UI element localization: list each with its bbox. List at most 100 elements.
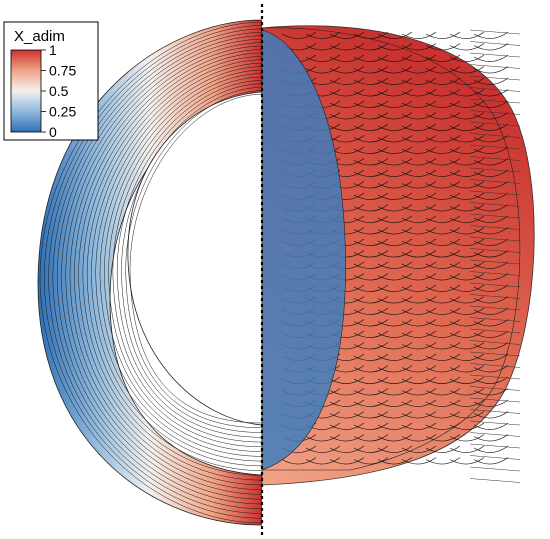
blade-line	[401, 169, 437, 177]
shell-grid-line	[469, 167, 521, 173]
contour-line	[95, 66, 262, 462]
shell-inner-rim	[261, 27, 521, 471]
shell-grid-line	[469, 190, 521, 196]
blade-line	[425, 342, 461, 350]
blade-line	[473, 365, 509, 373]
blade-line	[329, 54, 365, 62]
blade-line	[353, 342, 389, 350]
blade-line	[425, 31, 461, 39]
blade-line	[449, 112, 485, 120]
blade-line	[353, 388, 389, 396]
blade-line	[449, 319, 485, 327]
blade-line	[353, 227, 389, 235]
blade-line	[401, 112, 437, 120]
blade-line	[473, 204, 509, 212]
blade-line	[401, 457, 437, 465]
blade-line	[377, 123, 413, 131]
blade-line	[449, 376, 485, 384]
blade-line	[473, 376, 509, 384]
blade-line	[377, 77, 413, 85]
blade-line	[353, 330, 389, 338]
blade-line	[377, 158, 413, 166]
blade-line	[401, 342, 437, 350]
blade-line	[377, 31, 413, 39]
shell-grid-line	[469, 64, 521, 69]
blade-line	[425, 353, 461, 361]
blade-line	[401, 181, 437, 189]
blade-line	[401, 307, 437, 315]
blade-line	[401, 54, 437, 62]
blade-line	[401, 66, 437, 74]
blade-line	[449, 66, 485, 74]
blade-line	[329, 123, 365, 131]
blade-line	[401, 434, 437, 442]
blade-line	[401, 388, 437, 396]
contour-line	[74, 49, 262, 486]
blade-line	[425, 66, 461, 74]
blade-line	[329, 43, 365, 51]
blade-line	[401, 192, 437, 200]
blade-line	[449, 238, 485, 246]
contour-line	[39, 21, 262, 524]
contour-line	[129, 93, 262, 424]
blade-line	[473, 250, 509, 258]
blade-line	[449, 43, 485, 51]
blade-line	[353, 250, 389, 258]
blade-line	[353, 112, 389, 120]
blade-line	[377, 135, 413, 143]
blade-line	[449, 135, 485, 143]
blade-line	[425, 43, 461, 51]
blade-line	[401, 77, 437, 85]
blade-line	[473, 192, 509, 200]
blade-line	[473, 112, 509, 120]
legend-tick-label: 0.25	[49, 104, 76, 120]
blade-line	[425, 89, 461, 97]
shell-grid-line	[469, 156, 521, 161]
blade-line	[377, 181, 413, 189]
contour-line	[104, 73, 262, 452]
blade-line	[401, 204, 437, 212]
blade-line	[425, 215, 461, 223]
blade-line	[449, 388, 485, 396]
blade-line	[473, 31, 509, 39]
blade-line	[401, 273, 437, 281]
blade-line	[377, 434, 413, 442]
blade-line	[353, 100, 389, 108]
colorbar	[10, 49, 42, 133]
blade-line	[353, 307, 389, 315]
blade-line	[377, 66, 413, 74]
blade-line	[449, 123, 485, 131]
blade-line	[377, 376, 413, 384]
blade-line	[473, 434, 509, 442]
shell-grid-line	[469, 466, 521, 472]
blade-line	[377, 146, 413, 154]
blade-line	[425, 376, 461, 384]
blade-line	[281, 457, 317, 465]
blade-line	[377, 388, 413, 396]
blade-line	[329, 376, 365, 384]
shell-grid-line	[469, 41, 521, 46]
blade-line	[449, 330, 485, 338]
shell-grid-line	[469, 317, 521, 322]
blade-line	[425, 411, 461, 419]
shell-grid-line	[469, 374, 521, 380]
blade-line	[473, 158, 509, 166]
blade-line	[473, 135, 509, 143]
shell-grid-line	[469, 340, 521, 345]
blade-line	[449, 181, 485, 189]
blade-line	[473, 66, 509, 74]
contour-line	[116, 83, 262, 438]
shell-grid-line	[469, 121, 521, 127]
blade-line	[449, 158, 485, 166]
blade-line	[473, 261, 509, 269]
blade-line	[425, 238, 461, 246]
contour-line	[44, 25, 262, 519]
blade-line	[449, 54, 485, 62]
blade-line	[473, 411, 509, 419]
shell-grid-line	[469, 259, 521, 265]
blade-line	[473, 399, 509, 407]
contour-line	[65, 42, 262, 495]
blade-line	[425, 422, 461, 430]
blade-line	[425, 192, 461, 200]
